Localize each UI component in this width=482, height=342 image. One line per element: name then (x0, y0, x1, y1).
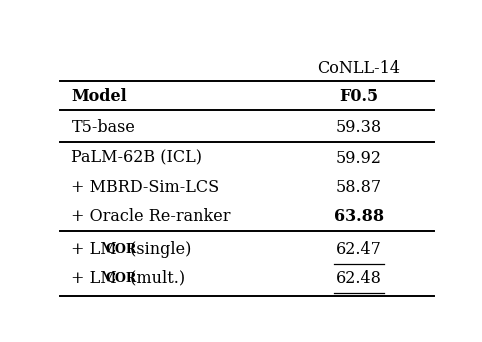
Text: 62.47: 62.47 (336, 240, 382, 258)
Text: F0.5: F0.5 (339, 88, 379, 105)
Text: + Oracle Re-ranker: + Oracle Re-ranker (71, 208, 231, 225)
Text: 59.38: 59.38 (336, 119, 382, 136)
Text: CoNLL-14: CoNLL-14 (318, 60, 401, 77)
Text: + LM: + LM (71, 240, 117, 258)
Text: (single): (single) (125, 240, 192, 258)
Text: Model: Model (71, 88, 127, 105)
Text: + LM: + LM (71, 269, 117, 287)
Text: 63.88: 63.88 (334, 208, 384, 225)
Text: 62.48: 62.48 (336, 269, 382, 287)
Text: COR: COR (106, 242, 137, 255)
Text: (mult.): (mult.) (125, 269, 186, 287)
Text: + MBRD-Sim-LCS: + MBRD-Sim-LCS (71, 179, 220, 196)
Text: COR: COR (106, 272, 137, 285)
Text: 59.92: 59.92 (336, 150, 382, 167)
Text: 58.87: 58.87 (336, 179, 382, 196)
Text: PaLM-62B (ICL): PaLM-62B (ICL) (71, 150, 202, 167)
Text: T5-base: T5-base (71, 119, 135, 136)
